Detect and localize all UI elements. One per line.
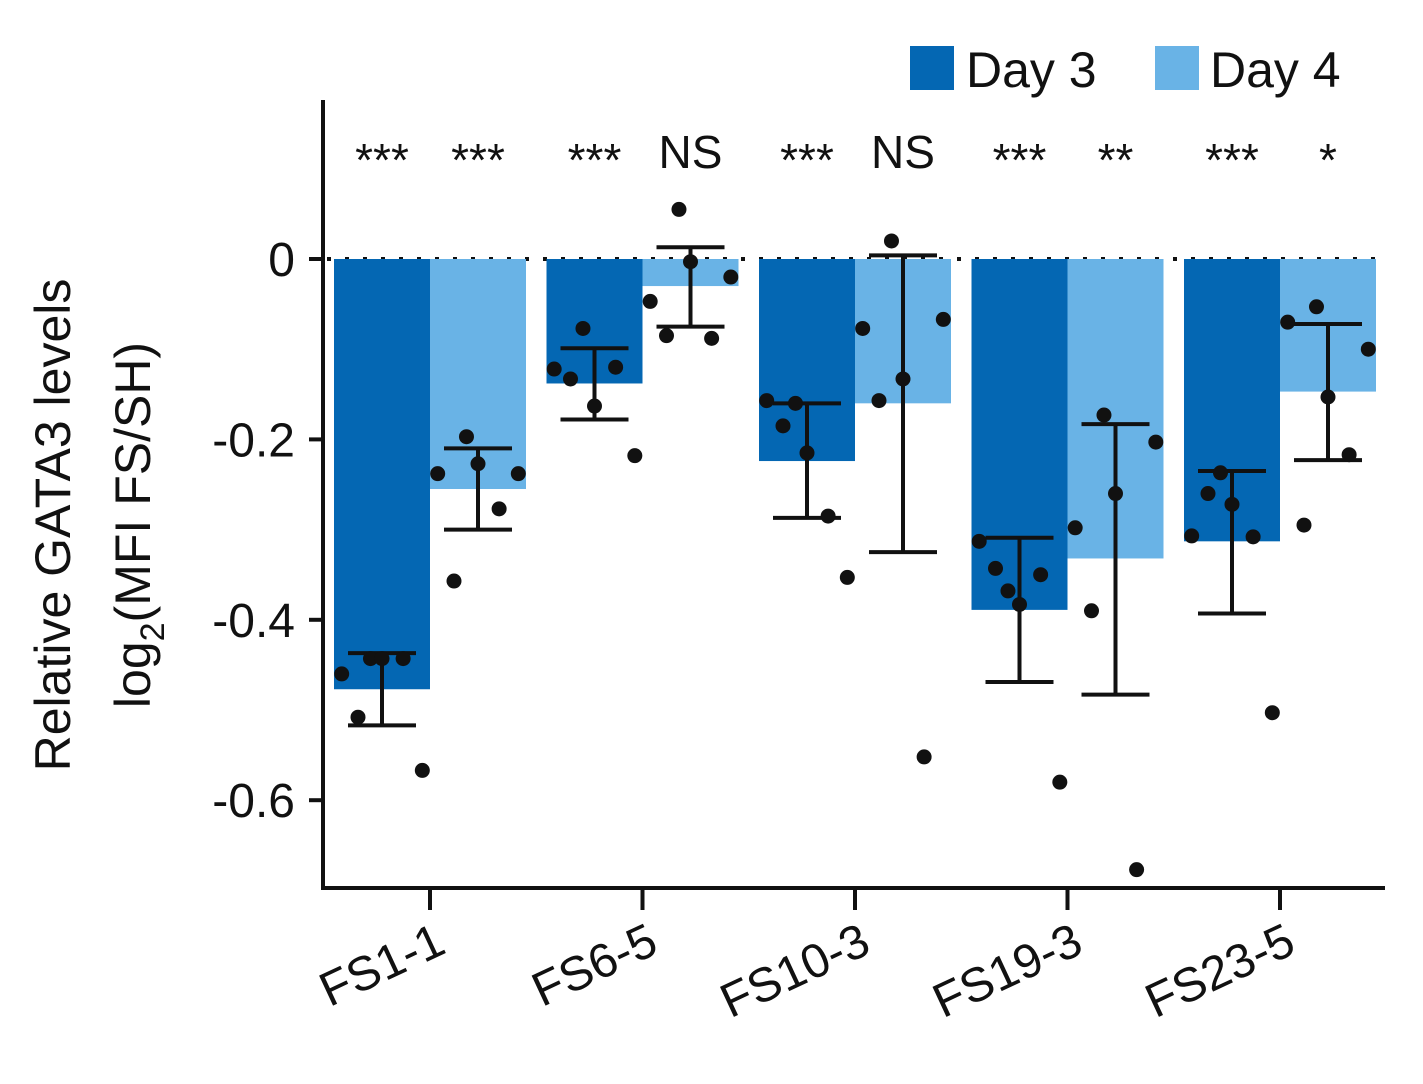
significance-label: *** [451,134,505,186]
x-category-label: FS19-3 [925,914,1090,1029]
data-point [510,466,526,482]
data-point [1360,341,1376,357]
data-point [839,569,855,585]
x-category-label: FS1-1 [312,914,453,1017]
x-category-label: FS10-3 [713,914,878,1029]
data-point [1148,434,1164,450]
data-point [575,320,591,336]
data-point [659,328,674,344]
x-category-label: FS6-5 [524,914,665,1017]
data-point [787,395,803,411]
data-point [362,651,378,667]
data-point [1000,583,1016,599]
data-point [1033,567,1049,583]
data-point [988,560,1003,576]
data-point [871,393,887,409]
data-point [587,398,602,414]
data-point [1084,603,1099,619]
significance-label: * [1319,134,1337,186]
data-point [704,330,720,346]
data-point [458,429,474,445]
data-point [350,709,366,725]
y-tick-label: -0.2 [212,414,295,467]
legend-label-day3: Day 3 [966,42,1097,98]
data-point [1184,528,1200,544]
significance-label: NS [871,126,935,178]
data-point [1280,314,1296,330]
significance-label: *** [568,134,622,186]
significance-label: *** [355,134,409,186]
data-point [446,573,462,589]
data-point [759,393,775,409]
significance-label: ** [1098,134,1134,186]
data-point [671,201,687,217]
data-point [1200,486,1216,502]
data-point [1212,465,1228,481]
data-point [1264,705,1280,721]
y-axis-title: Relative GATA3 levels log2(MFI FS/SH) [25,279,172,772]
data-point [395,651,411,667]
significance-label: *** [1205,134,1259,186]
y-axis-title-log: log [105,641,161,708]
data-point [935,311,951,327]
data-point [414,762,430,778]
data-point [895,371,911,387]
significance-label: *** [993,134,1047,186]
data-point [683,254,698,270]
y-tick-label: -0.6 [212,775,295,828]
data-point [1052,774,1068,790]
y-tick-label: -0.4 [212,595,295,648]
legend-swatch-day3 [910,46,954,90]
data-point [642,293,658,309]
y-axis-title-subscript: 2 [134,622,172,641]
legend: Day 3 Day 4 [910,42,1341,98]
data-point [820,508,836,524]
data-point [971,533,987,549]
data-point [775,418,791,434]
y-tick-label: 0 [268,234,295,287]
data-point [723,269,739,285]
y-axis-title-line1: Relative GATA3 levels [25,279,81,772]
significance-label: *** [780,134,834,186]
bar-FS1-1-day3 [334,259,430,690]
significance-label: NS [659,126,723,178]
data-point [546,361,562,377]
data-point [1245,529,1261,545]
data-point [1308,299,1324,315]
legend-label-day4: Day 4 [1210,42,1341,98]
data-point [491,501,507,517]
data-point [374,651,390,667]
data-point [1108,486,1123,502]
data-point [1320,389,1336,405]
data-point [1224,496,1240,512]
data-point [1096,407,1112,423]
data-point [916,749,932,765]
x-category-label: FS23-5 [1138,914,1303,1029]
data-point [470,456,486,472]
y-axis-title-unit: (MFI FS/SH) [105,342,161,623]
data-point [1012,596,1027,612]
data-point [1296,517,1312,533]
data-point [1129,862,1145,878]
legend-swatch-day4 [1155,46,1199,90]
data-point [1341,447,1357,463]
data-point [1067,520,1083,536]
data-point [430,466,446,482]
data-point [608,359,624,375]
data-point [883,233,899,249]
y-axis-title-line2: log2(MFI FS/SH) [105,342,172,708]
data-point [855,320,871,336]
data-point [627,448,643,464]
data-point [334,666,350,682]
data-point [563,371,578,387]
data-point [799,445,815,461]
